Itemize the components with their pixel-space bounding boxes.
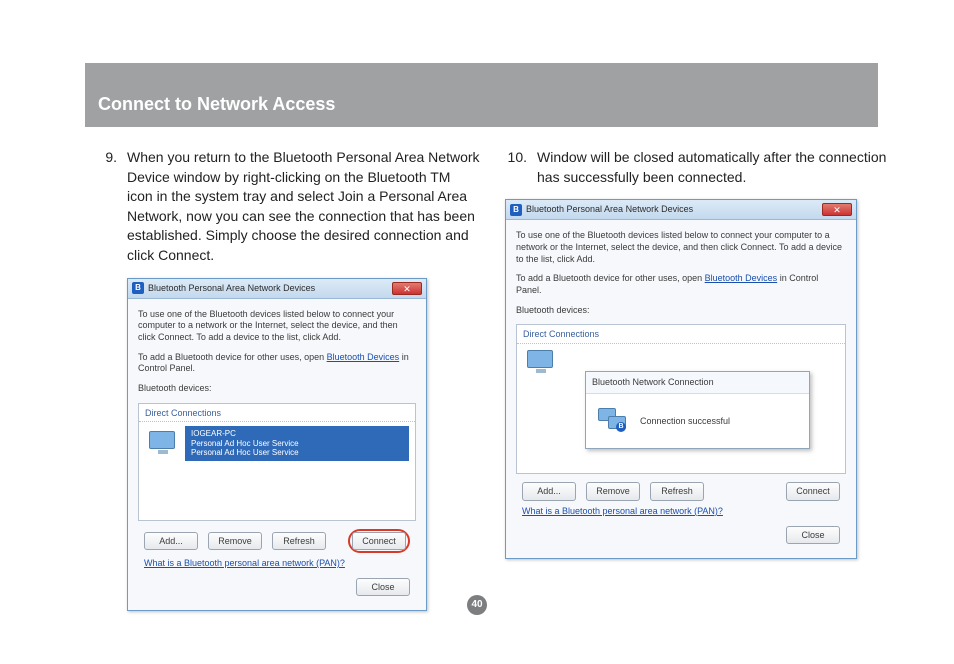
close-button[interactable]: Close: [786, 526, 840, 545]
what-is-pan-link[interactable]: What is a Bluetooth personal area networ…: [522, 506, 723, 516]
bluetooth-devices-label: Bluetooth devices:: [138, 383, 416, 395]
popup-title: Bluetooth Network Connection: [586, 372, 809, 394]
computer-icon: [145, 429, 179, 459]
bluetooth-devices-listbox[interactable]: Direct Connections Bluetooth Network Con…: [516, 324, 846, 474]
dialog-footer: What is a Bluetooth personal area networ…: [138, 557, 416, 578]
connect-button[interactable]: Connect: [352, 532, 406, 551]
refresh-button[interactable]: Refresh: [272, 532, 326, 551]
page-number-badge: 40: [467, 595, 487, 615]
bluetooth-devices-label: Bluetooth devices:: [516, 305, 846, 317]
computer-icon: [523, 348, 557, 378]
dialog-button-row: Add... Remove Refresh Connect: [516, 474, 846, 505]
list-group-header: Direct Connections: [517, 325, 845, 344]
device-name: IOGEAR-PC: [191, 429, 403, 439]
dialog-note-2: To add a Bluetooth device for other uses…: [138, 352, 416, 375]
dialog-note-2-pre: To add a Bluetooth device for other uses…: [516, 273, 705, 283]
step-10: 10. Window will be closed automatically …: [505, 148, 890, 187]
popup-message: Connection successful: [640, 415, 730, 428]
dialog-title: Bluetooth Personal Area Network Devices: [526, 203, 693, 216]
step-10-text: Window will be closed automatically afte…: [537, 148, 890, 187]
connect-button[interactable]: Connect: [786, 482, 840, 501]
dialog-note-2: To add a Bluetooth device for other uses…: [516, 273, 846, 296]
dialog-body: To use one of the Bluetooth devices list…: [128, 299, 426, 611]
window-close-button[interactable]: ✕: [822, 203, 852, 216]
dialog-note-1: To use one of the Bluetooth devices list…: [138, 309, 416, 344]
device-row[interactable]: IOGEAR-PC Personal Ad Hoc User Service P…: [145, 426, 409, 461]
bluetooth-devices-link[interactable]: Bluetooth Devices: [705, 273, 778, 283]
device-service-1: Personal Ad Hoc User Service: [191, 439, 403, 449]
add-button[interactable]: Add...: [522, 482, 576, 501]
connect-highlight-circle: Connect: [348, 529, 410, 554]
device-service-2: Personal Ad Hoc User Service: [191, 448, 403, 458]
device-row-selected: IOGEAR-PC Personal Ad Hoc User Service P…: [185, 426, 409, 461]
pan-dialog-step9: B Bluetooth Personal Area Network Device…: [127, 278, 427, 612]
popup-body: B Connection successful: [586, 394, 809, 448]
connection-popup: Bluetooth Network Connection B Connectio…: [585, 371, 810, 449]
step-9-number: 9.: [95, 148, 117, 266]
bluetooth-devices-link[interactable]: Bluetooth Devices: [327, 352, 400, 362]
bluetooth-icon: B: [132, 282, 144, 294]
network-icon: B: [598, 408, 628, 434]
refresh-button[interactable]: Refresh: [650, 482, 704, 501]
bluetooth-icon: B: [510, 204, 522, 216]
step-9: 9. When you return to the Bluetooth Pers…: [95, 148, 480, 266]
page-title: Connect to Network Access: [98, 94, 335, 115]
remove-button[interactable]: Remove: [586, 482, 640, 501]
what-is-pan-link[interactable]: What is a Bluetooth personal area networ…: [144, 558, 345, 568]
dialog-button-row: Add... Remove Refresh Connect: [138, 521, 416, 558]
step-10-number: 10.: [505, 148, 527, 187]
window-close-button[interactable]: ✕: [392, 282, 422, 295]
close-button[interactable]: Close: [356, 578, 410, 597]
dialog-note-2-pre: To add a Bluetooth device for other uses…: [138, 352, 327, 362]
column-left: 9. When you return to the Bluetooth Pers…: [95, 148, 480, 611]
dialog-note-1: To use one of the Bluetooth devices list…: [516, 230, 846, 265]
remove-button[interactable]: Remove: [208, 532, 262, 551]
dialog-body: To use one of the Bluetooth devices list…: [506, 220, 856, 558]
bluetooth-badge-icon: B: [616, 422, 626, 432]
dialog-title: Bluetooth Personal Area Network Devices: [148, 282, 315, 295]
bluetooth-devices-listbox[interactable]: Direct Connections IOGEAR-PC Personal Ad…: [138, 403, 416, 521]
dialog-titlebar: B Bluetooth Personal Area Network Device…: [506, 200, 856, 220]
pan-dialog-step10: B Bluetooth Personal Area Network Device…: [505, 199, 857, 559]
add-button[interactable]: Add...: [144, 532, 198, 551]
step-9-text: When you return to the Bluetooth Persona…: [127, 148, 480, 266]
dialog-footer: What is a Bluetooth personal area networ…: [516, 505, 846, 526]
list-group-header: Direct Connections: [139, 404, 415, 423]
dialog-titlebar: B Bluetooth Personal Area Network Device…: [128, 279, 426, 299]
column-right: 10. Window will be closed automatically …: [505, 148, 890, 559]
